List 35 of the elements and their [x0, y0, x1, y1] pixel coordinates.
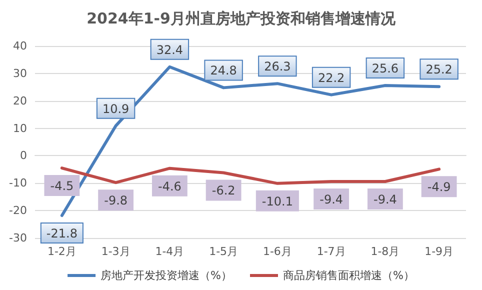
y-tick-label: -30 — [9, 232, 27, 244]
chart-title: 2024年1-9月州直房地产投资和销售增速情况 — [86, 10, 396, 28]
x-tick-label: 1-4月 — [155, 245, 184, 258]
y-tick-label: 20 — [13, 94, 27, 108]
y-tick-label: 10 — [13, 122, 27, 135]
data-label: 25.6 — [372, 61, 399, 76]
data-label: -6.2 — [212, 184, 236, 198]
legend-label: 商品房销售面积增速（%） — [283, 269, 414, 282]
data-label: 32.4 — [156, 42, 184, 57]
y-tick-label: 30 — [13, 66, 27, 80]
data-label: 26.3 — [264, 60, 291, 74]
x-tick-label: 1-3月 — [101, 245, 130, 258]
data-label: -21.8 — [46, 226, 78, 241]
data-label: -4.6 — [158, 179, 182, 194]
x-tick-label: 1-2月 — [47, 245, 76, 258]
x-tick-label: 1-7月 — [316, 245, 346, 258]
data-label: -4.5 — [50, 179, 74, 194]
data-label: -9.4 — [373, 192, 397, 206]
data-label: 24.8 — [210, 64, 237, 78]
x-tick-label: 1-5月 — [209, 245, 238, 258]
x-tick-label: 1-9月 — [424, 245, 454, 258]
data-label: -9.4 — [320, 192, 344, 206]
y-tick-label: 40 — [13, 40, 27, 52]
x-tick-label: 1-6月 — [262, 245, 292, 258]
data-label: -9.8 — [104, 194, 128, 208]
legend-label: 房地产开发投资增速（%） — [100, 269, 232, 282]
data-label: -10.1 — [262, 194, 293, 208]
x-tick-label: 1-8月 — [370, 245, 400, 258]
data-label: 10.9 — [102, 102, 130, 116]
data-label: -4.9 — [427, 180, 451, 194]
data-label: 22.2 — [318, 70, 345, 85]
y-tick-label: -20 — [9, 204, 27, 218]
y-tick-label: 0 — [20, 149, 27, 162]
data-label: 25.2 — [426, 62, 452, 77]
y-tick-label: -10 — [9, 176, 27, 190]
